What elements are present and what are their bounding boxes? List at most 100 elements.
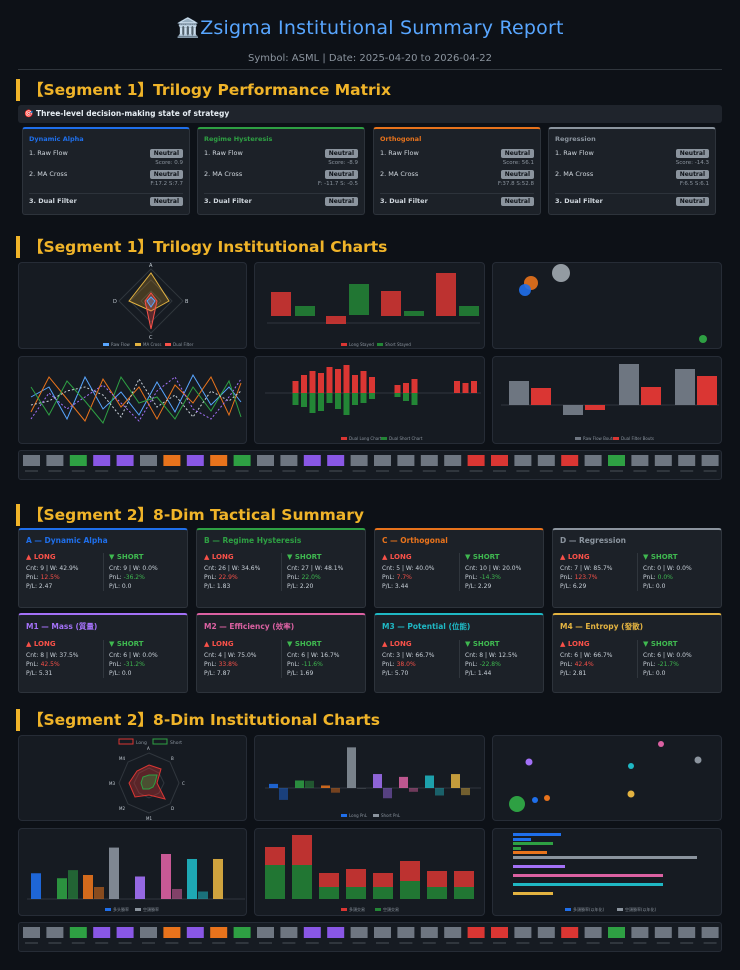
dim-heatmap-strip: [18, 922, 722, 952]
heatmap-cell: [374, 927, 391, 938]
heatmap-cell-label: [469, 470, 483, 472]
legend-short-stayed: Short Stayed: [385, 342, 411, 347]
bar-b-long: [326, 316, 346, 324]
dim-card-6: M3 — Potential (位能) ▲ LONG Cnt: 3 | W: 66.…: [374, 613, 544, 693]
ma-cross-row: 2. MA Cross Neutral: [555, 170, 709, 181]
raw-flow-state-badge: Neutral: [149, 149, 183, 158]
dim-card-name: M4 — Entropy (發散): [560, 622, 644, 631]
ma-cross-label: 2. MA Cross: [204, 170, 243, 178]
long-stats: Cnt: 6 | W: 66.7%: [560, 652, 613, 659]
point-m4: [627, 790, 635, 798]
trade-long-bar: [427, 871, 447, 887]
heatmap-cell-label: [516, 470, 530, 472]
heatmap-cell-label: [446, 470, 460, 472]
heatmap-cell: [186, 927, 204, 938]
dual-filter-label: 3. Dual Filter: [29, 197, 77, 205]
bar-dual-a: [531, 388, 551, 405]
winrate-long-bar: [57, 878, 67, 899]
legend-long-stayed: Long Stayed: [349, 342, 374, 347]
heatmap-cell-label: [188, 470, 202, 472]
segment-1-matrix-heading: 【Segment 1】Trilogy Performance Matrix: [16, 79, 391, 101]
trade-long-bar: [346, 869, 366, 887]
heatmap-cell-label: [399, 470, 413, 472]
dual-long-bar: [352, 375, 358, 393]
heatmap-cell: [584, 455, 602, 466]
pnl-long-bar: [425, 775, 434, 788]
short-heading: ▼ SHORT: [109, 640, 144, 648]
trade-short-bar: [400, 881, 420, 899]
heatmap-cell: [444, 455, 462, 466]
heatmap-cell: [491, 927, 508, 938]
heatmap-cell-label: [165, 942, 179, 944]
short-pnl: PnL: -11.6%: [287, 661, 323, 668]
legend-swatch-raw-flow: [103, 343, 109, 346]
report-meta: Symbol: ASML | Date: 2025-04-20 to 2026-…: [248, 53, 492, 64]
short-heading: ▼ SHORT: [465, 553, 500, 561]
ma-cross-state-badge: Neutral: [500, 170, 534, 179]
trilogy-scatter-chart: [492, 262, 722, 349]
trade-short-bar: [319, 887, 339, 899]
short-arrow-icon: ▼: [643, 640, 649, 648]
dual-long-bar: [318, 373, 324, 393]
long-arrow-icon: ▲: [382, 640, 388, 648]
line-series-3: [30, 375, 242, 424]
radar-axis-d: D: [171, 806, 174, 811]
heatmap-cell: [561, 455, 579, 466]
heatmap-cell-label: [516, 942, 530, 944]
pnl-short-bar: [279, 788, 288, 800]
heatmap-cell: [327, 927, 345, 938]
bar-raw-c: [619, 364, 639, 405]
radar-series-ma-cross: [128, 272, 170, 312]
pnl-long-bar: [269, 783, 278, 788]
raw-flow-score: Score: 0.9: [155, 160, 183, 166]
heatmap-strip-1-svg: [23, 455, 719, 472]
legend-long-trades: 多頭交易: [349, 906, 365, 912]
heatmap-cell-label: [235, 942, 249, 944]
ma-cross-values: F: -11.7 S: -0.5: [317, 181, 358, 187]
pnl-long-bar: [321, 785, 330, 788]
segment-1-charts-heading: 【Segment 1】Trilogy Institutional Charts: [16, 236, 387, 258]
ma-cross-label: 2. MA Cross: [555, 170, 594, 178]
short-column: ▼ SHORT Cnt: 27 | W: 48.1% PnL: 22.0% P/L: …: [281, 553, 358, 591]
long-column: ▲ LONG Cnt: 9 | W: 42.9% PnL: 12.5% P/L: 2.…: [26, 553, 103, 591]
dual-short-bar: [394, 393, 401, 397]
heatmap-cell-label: [71, 942, 85, 944]
pnl-long-bar: [347, 747, 356, 788]
heatmap-cell: [678, 455, 696, 466]
trilogy-card-0: Dynamic Alpha 1. Raw Flow Neutral Score: 0.…: [22, 127, 190, 215]
long-arrow-icon: ▲: [382, 553, 388, 561]
short-heading: ▼ SHORT: [287, 553, 322, 561]
radar-axis-a: A: [149, 263, 153, 269]
dual-long-bar: [411, 379, 418, 393]
dual-short-bar: [343, 393, 350, 415]
heatmap-cell: [280, 455, 298, 466]
short-stats: Cnt: 8 | W: 12.5%: [465, 652, 518, 659]
raw-flow-score: Score: -8.9: [328, 160, 358, 166]
legend-swatch-short-stayed: [377, 343, 383, 346]
dual-short-bar: [352, 393, 358, 405]
heatmap-cell-label: [305, 470, 319, 472]
heatmap-cell: [467, 455, 485, 466]
short-heading: ▼ SHORT: [465, 640, 500, 648]
heatmap-cell: [631, 455, 649, 466]
heatmap-cell: [350, 455, 368, 466]
long-arrow-icon: ▲: [204, 640, 210, 648]
heatmap-cell-label: [656, 470, 670, 472]
heatmap-strip-2-svg: [23, 927, 719, 944]
long-stats: Cnt: 3 | W: 66.7%: [382, 652, 435, 659]
bar-c-long: [381, 291, 401, 316]
dual-short-bar: [360, 393, 367, 403]
winrate-long-bar: [31, 873, 41, 899]
dim-card-5: M2 — Efficiency (效率) ▲ LONG Cnt: 4 | W: 75…: [196, 613, 366, 693]
long-arrow-icon: ▲: [204, 553, 210, 561]
heatmap-cell-label: [259, 470, 272, 472]
trade-long-bar: [454, 871, 474, 887]
long-pnl: PnL: 42.4%: [560, 661, 594, 668]
heatmap-cell: [233, 455, 251, 466]
short-stats: Cnt: 27 | W: 48.1%: [287, 565, 344, 572]
heatmap-cell: [397, 455, 415, 466]
legend-raw-flow: Raw Flow: [111, 342, 131, 347]
short-heading: ▼ SHORT: [643, 553, 678, 561]
heatmap-cell-label: [633, 470, 647, 472]
long-stats: Cnt: 4 | W: 75.0%: [204, 652, 257, 659]
